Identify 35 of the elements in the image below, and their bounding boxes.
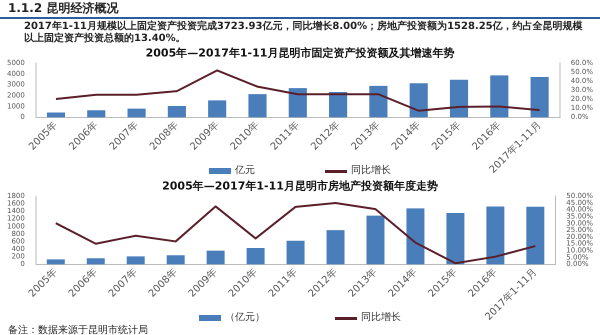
legend-label: 同比增长 [361,312,401,324]
bar [168,106,186,118]
bar [46,112,66,118]
legend-label: 同比增长 [351,165,391,177]
bar [206,250,225,264]
bar [366,216,384,264]
chart-title: 2005年—2017年1-11月昆明市固定资产投资额及其增速年势 [146,46,454,60]
bar [329,92,348,118]
bar [286,240,305,264]
bar [450,80,468,118]
bar [128,108,146,118]
bar [490,75,508,118]
bar [406,208,424,264]
bar [246,248,265,264]
bar [486,206,504,264]
bar [166,255,185,264]
bar [369,86,388,118]
bar [288,88,307,118]
legend-label: 亿元 [235,165,255,177]
text: 1.1.2 昆明经济概况 [0,0,600,19]
text: 备注：数据来源于昆明市统计局 [7,325,149,335]
bar [410,83,428,118]
bar [248,94,267,118]
bar [530,77,549,118]
bar [86,258,105,264]
legend-label: （亿元） [225,312,265,324]
bar [126,256,145,264]
bar [46,259,65,264]
text: 2017年1-11月规模以上固定资产投资完成3723.93亿元，同比增长8.00%；房地产投资额为1528.25亿，约占全昆明规模以上固定资产投资总额的13.40%。 [23,19,584,45]
bar [208,100,226,118]
bar [326,230,345,264]
bar [526,206,544,264]
bar [446,212,464,264]
bar [87,110,106,118]
chart-title: 2005年—2017年1-11月昆明市房地产投资额年度走势 [162,179,438,192]
